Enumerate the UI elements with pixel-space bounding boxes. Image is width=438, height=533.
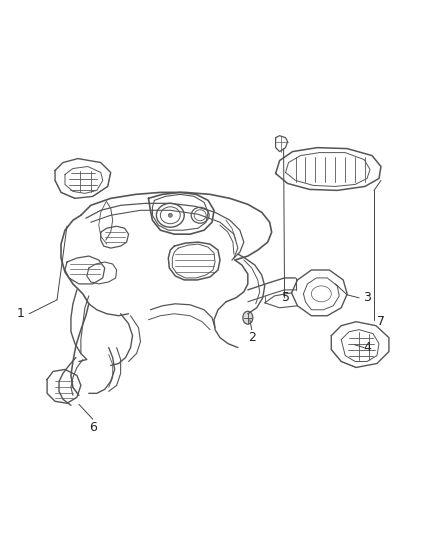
Text: 4: 4 — [363, 341, 371, 354]
Text: 7: 7 — [377, 315, 385, 328]
Text: 3: 3 — [363, 292, 371, 304]
Text: 6: 6 — [89, 421, 97, 434]
Text: 5: 5 — [282, 292, 290, 304]
Ellipse shape — [168, 213, 172, 217]
Text: 2: 2 — [248, 331, 256, 344]
Ellipse shape — [243, 311, 253, 324]
Text: 1: 1 — [16, 307, 24, 320]
